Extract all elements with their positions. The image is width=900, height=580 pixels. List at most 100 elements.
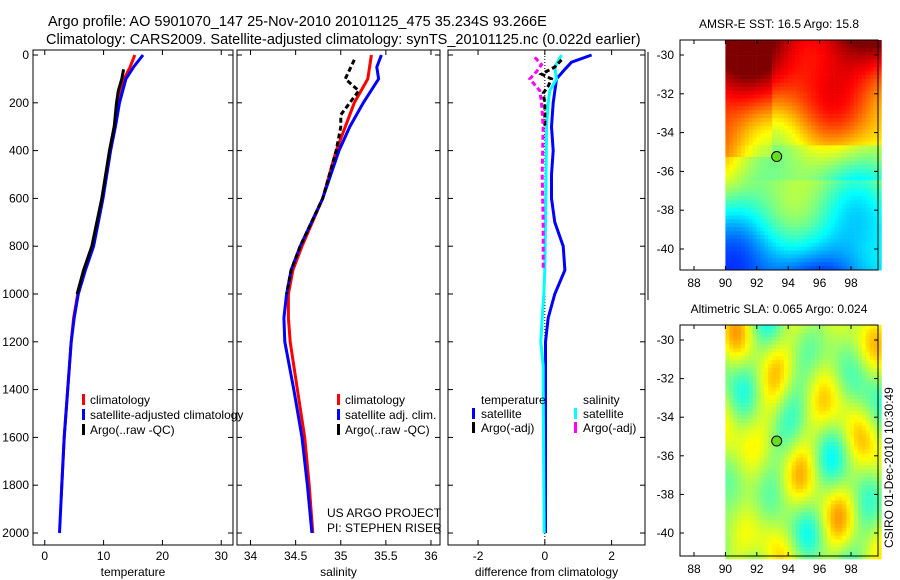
map-cell: [850, 360, 855, 365]
map-cell: [776, 352, 781, 357]
map-cell: [741, 484, 746, 490]
map-cell: [834, 410, 839, 415]
map-cell: [799, 364, 804, 369]
map-cell: [748, 125, 753, 130]
map-cell: [741, 266, 746, 271]
map-cell: [787, 422, 792, 427]
map-cell: [869, 488, 874, 493]
map-cell: [854, 516, 859, 521]
map-cell: [830, 153, 835, 158]
map-cell: [729, 332, 734, 337]
map-cell: [861, 500, 867, 505]
map-cell: [838, 110, 843, 115]
map-cell: [780, 192, 785, 197]
map-cell: [741, 262, 746, 267]
map-cell: [760, 332, 765, 337]
map-cell: [807, 445, 812, 451]
map-cell: [744, 328, 750, 334]
map-cell: [748, 344, 753, 349]
map-cell: [741, 325, 746, 330]
map-cell: [768, 71, 773, 76]
map-cell: [854, 231, 859, 236]
map-cell: [764, 110, 769, 115]
map-cell: [725, 383, 730, 388]
map-cell: [760, 403, 765, 408]
map-cell: [834, 86, 839, 91]
map-cell: [830, 508, 835, 513]
map-cell: [744, 391, 750, 396]
map-cell: [861, 141, 867, 146]
map-cell: [846, 63, 851, 68]
map-cell: [861, 82, 867, 88]
map-cell: [877, 211, 882, 216]
map-cell: [834, 203, 839, 208]
map-cell: [838, 418, 843, 423]
map-cell: [768, 469, 773, 474]
map-cell: [834, 508, 839, 513]
map-cell: [780, 258, 785, 263]
map-cell: [838, 79, 843, 84]
map-cell: [725, 254, 730, 259]
map-cell: [830, 395, 835, 400]
map-cell: [776, 250, 781, 255]
map-cell: [861, 523, 867, 529]
map-cell: [815, 215, 820, 220]
map-cell: [838, 481, 843, 486]
map-cell: [826, 508, 831, 513]
map-cell: [795, 438, 800, 443]
map-cell: [873, 141, 878, 146]
map-cell: [861, 449, 867, 454]
map-cell: [803, 438, 808, 443]
map-cell: [799, 551, 804, 556]
map-cell: [725, 399, 730, 404]
map-cell: [741, 242, 746, 247]
map-cell: [760, 438, 765, 443]
map-cell: [850, 90, 855, 95]
map-cell: [819, 246, 824, 251]
map-cell: [834, 364, 839, 369]
map-cell: [795, 246, 800, 251]
map-cell: [783, 395, 789, 400]
map-cell: [811, 262, 816, 267]
map-cell: [846, 258, 851, 263]
map-cell: [873, 551, 878, 556]
map-cell: [854, 504, 859, 509]
map-cell: [791, 149, 796, 154]
map-cell: [854, 262, 859, 267]
map-cell: [869, 137, 874, 142]
map-cell: [861, 172, 867, 177]
map-cell: [850, 184, 855, 189]
map-cell: [822, 418, 828, 423]
map-cell: [791, 426, 796, 431]
map-cell: [807, 79, 812, 84]
map-cell: [877, 129, 882, 134]
map-cell: [807, 98, 812, 103]
map-cell: [842, 328, 847, 334]
map-cell: [819, 79, 824, 84]
map-cell: [783, 211, 789, 216]
map-cell: [819, 149, 824, 154]
map-cell: [752, 512, 757, 517]
map-cell: [877, 110, 882, 115]
map-cell: [861, 344, 867, 349]
map-cell: [854, 207, 859, 212]
map-cell: [877, 512, 882, 517]
map-cell: [830, 164, 835, 169]
map-cell: [838, 477, 843, 482]
map-cell: [865, 242, 870, 247]
map-cell: [733, 371, 738, 376]
map-cell: [791, 442, 796, 447]
map-cell: [780, 383, 785, 388]
map-cell: [826, 328, 831, 334]
map-cell: [795, 145, 800, 150]
map-cell: [756, 176, 761, 181]
map-cell: [752, 164, 757, 169]
map-cell: [807, 383, 812, 388]
map-cell: [772, 457, 777, 462]
map-cell: [772, 461, 777, 466]
map-cell: [819, 477, 824, 482]
map-cell: [748, 47, 753, 52]
map-cell: [811, 360, 816, 365]
map-cell: [838, 348, 843, 353]
map-cell: [834, 399, 839, 404]
